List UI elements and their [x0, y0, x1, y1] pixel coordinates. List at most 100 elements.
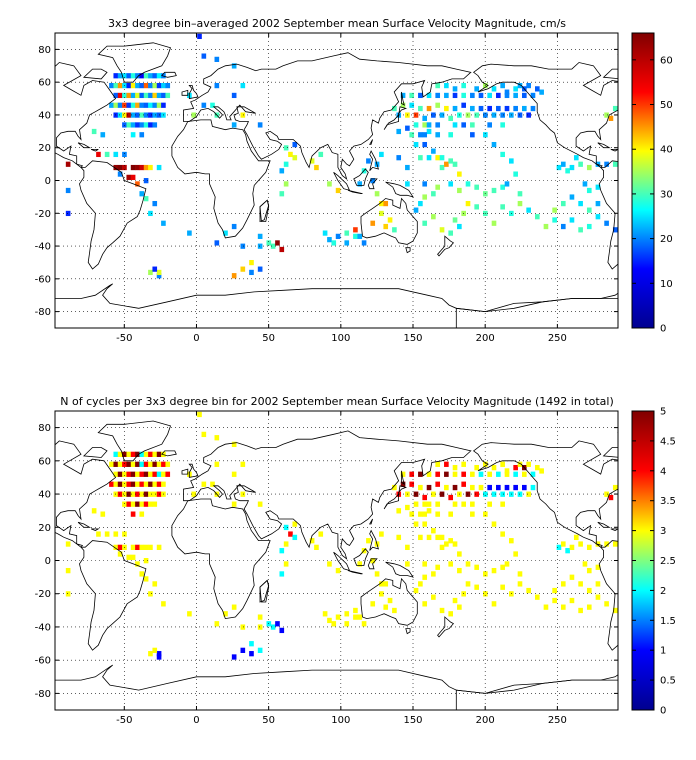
data-cell [534, 594, 540, 600]
data-cell [392, 484, 397, 491]
data-cell [139, 82, 145, 89]
data-cell [130, 122, 136, 128]
data-cell [560, 161, 566, 167]
data-cell [152, 471, 158, 477]
data-cell [582, 561, 588, 567]
data-cell [578, 227, 583, 233]
colorbar-tick-label: 60 [660, 55, 673, 66]
y-tick-label: 60 [38, 78, 51, 89]
coastline [682, 451, 696, 456]
data-cell [452, 464, 458, 471]
data-cell [314, 164, 319, 171]
data-cell [413, 122, 419, 128]
coastline [405, 628, 411, 635]
data-cell [318, 151, 324, 158]
data-cell [461, 122, 467, 128]
data-cell [409, 471, 415, 477]
data-cell [560, 604, 566, 610]
data-cell [240, 647, 246, 653]
data-cell [126, 451, 132, 457]
data-cell [130, 82, 136, 89]
data-cell [470, 122, 475, 128]
y-tick-label: -80 [35, 689, 51, 700]
colorbar-tick-label: 0 [660, 706, 666, 717]
data-cell [504, 181, 510, 187]
data-cell [526, 587, 531, 594]
data-cell [496, 92, 501, 99]
data-cell [379, 151, 384, 158]
data-cell [113, 102, 119, 108]
data-cell [100, 132, 106, 138]
data-cell [500, 122, 505, 128]
data-cell [130, 491, 136, 497]
data-cell [470, 471, 475, 477]
data-cell [314, 544, 319, 551]
data-cell [139, 491, 145, 497]
data-cell [143, 196, 149, 202]
data-cell [152, 73, 158, 79]
data-cell [435, 92, 441, 99]
data-cell [130, 112, 136, 118]
data-cell [422, 194, 428, 200]
data-cell [139, 164, 145, 171]
data-cell [470, 132, 475, 138]
data-cell [470, 501, 475, 507]
data-cell [409, 132, 415, 138]
data-cell [143, 82, 149, 89]
data-cell [560, 223, 566, 230]
data-cell [448, 132, 454, 138]
data-cell [413, 141, 419, 148]
data-cell [426, 484, 432, 491]
data-cell [161, 220, 166, 226]
data-cell [595, 184, 601, 190]
data-cell [431, 528, 436, 534]
data-cell [465, 112, 471, 118]
data-cell [214, 435, 220, 441]
data-cell [117, 471, 123, 477]
data-cell [522, 92, 527, 99]
coastline [383, 485, 408, 510]
data-cell [491, 141, 497, 148]
data-cell [130, 544, 136, 551]
data-cell [612, 607, 618, 614]
data-cell [500, 491, 505, 497]
data-cell [257, 624, 263, 630]
coastline [347, 189, 363, 195]
data-cell [457, 567, 462, 574]
data-cell [201, 53, 207, 59]
data-cell [91, 128, 97, 135]
data-cell [422, 601, 428, 607]
data-cell [117, 451, 123, 457]
data-cell [135, 102, 140, 108]
data-cell [560, 581, 566, 587]
data-cell [491, 112, 497, 118]
data-cell [586, 587, 592, 594]
data-cell [586, 223, 592, 230]
data-cell [126, 461, 132, 467]
data-cell [396, 534, 402, 541]
data-cell [214, 240, 220, 246]
data-cell [461, 501, 467, 507]
data-cell [109, 461, 114, 467]
data-cell [143, 102, 149, 108]
x-tick-label: 200 [476, 715, 495, 726]
data-cell [608, 115, 614, 121]
data-cell [444, 82, 449, 89]
data-cell [275, 240, 280, 246]
data-cell [435, 132, 441, 138]
data-cell [392, 105, 397, 112]
data-cell [109, 82, 114, 89]
coastline [385, 181, 414, 198]
data-cell [448, 538, 454, 544]
data-cell [573, 155, 579, 161]
data-cell [543, 223, 549, 230]
data-cell [366, 158, 371, 164]
data-cell [509, 158, 514, 164]
data-cell [491, 464, 497, 471]
coastline [610, 528, 618, 532]
data-cell [435, 564, 441, 570]
data-cell [152, 82, 158, 89]
x-tick-label: -50 [116, 715, 132, 726]
data-cell [504, 484, 510, 491]
